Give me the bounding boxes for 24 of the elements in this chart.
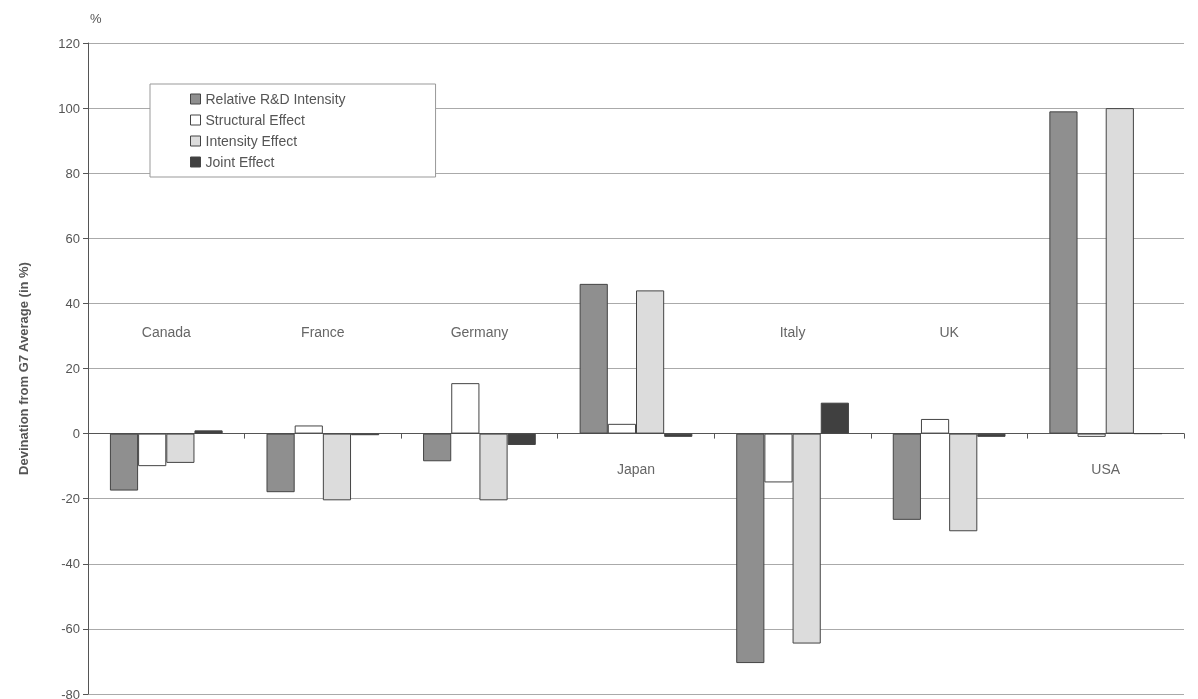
y-tick-label: 40 <box>65 295 80 311</box>
y-axis-title: Devination from G7 Average (in %) <box>16 262 31 475</box>
text: % <box>90 11 102 26</box>
y-tick-label: -60 <box>61 621 80 637</box>
x-tick-label: UK <box>939 323 960 340</box>
x-tick-label: Germany <box>450 323 509 340</box>
y-tick-label: 0 <box>72 426 80 442</box>
y-tick-label: 120 <box>58 35 80 51</box>
y-tick-label: 100 <box>58 100 80 116</box>
x-tick-label: Canada <box>141 323 192 340</box>
x-tick-label: Japan <box>616 460 656 477</box>
legend-label: Intensity Effect <box>205 133 298 149</box>
legend-label: Structural Effect <box>205 112 305 128</box>
legend-label: Joint Effect <box>205 154 275 170</box>
x-tick-label: USA <box>1091 460 1121 477</box>
y-tick-label: -40 <box>61 556 80 572</box>
x-tick-label: Italy <box>779 323 806 340</box>
y-tick-label: 60 <box>65 230 80 246</box>
y-tick-label: -80 <box>61 686 80 699</box>
legend-label: Relative R&D Intensity <box>205 91 346 107</box>
x-tick-label: France <box>301 323 345 340</box>
y-tick-label: 20 <box>65 361 80 376</box>
y-tick-label: 80 <box>65 165 80 181</box>
y-tick-label: -20 <box>61 491 80 507</box>
